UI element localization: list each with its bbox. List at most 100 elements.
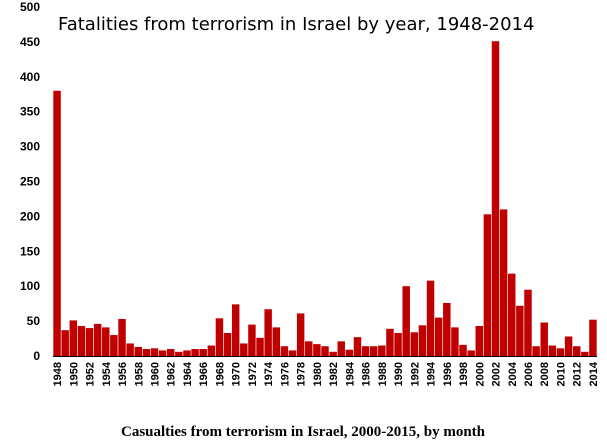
bar-1954 xyxy=(102,327,110,356)
bar-2001 xyxy=(483,214,492,356)
bar-1974 xyxy=(264,309,272,356)
x-tick-label: 1994 xyxy=(426,361,438,386)
x-tick-label: 2006 xyxy=(523,362,535,386)
bar-1952 xyxy=(85,328,94,356)
x-tick-label: 1982 xyxy=(328,362,340,386)
x-tick-label: 1956 xyxy=(117,362,129,386)
bar-2013 xyxy=(581,351,589,356)
bar-2008 xyxy=(540,322,548,356)
bar-1950 xyxy=(69,320,78,356)
bar-1994 xyxy=(426,280,435,356)
bar-1964 xyxy=(183,350,191,356)
bar-1969 xyxy=(223,332,232,356)
x-tick-label: 2014 xyxy=(588,361,600,386)
x-tick-label: 1970 xyxy=(231,362,243,386)
bar-1959 xyxy=(142,349,151,356)
bar-1979 xyxy=(305,341,313,356)
bar-1993 xyxy=(418,325,427,356)
bar-2000 xyxy=(475,325,483,356)
y-tick-label: 0 xyxy=(33,349,40,363)
bar-1949 xyxy=(61,330,69,356)
bar-2010 xyxy=(556,348,565,356)
bar-1963 xyxy=(175,351,183,356)
bar-1953 xyxy=(93,323,102,356)
chart-title: Fatalities from terrorism in Israel by y… xyxy=(58,14,535,35)
bar-1965 xyxy=(191,349,199,356)
x-tick-label: 1988 xyxy=(377,362,389,386)
x-tick-label: 2002 xyxy=(491,362,503,386)
y-tick-label: 200 xyxy=(20,209,40,223)
y-tick-label: 400 xyxy=(20,70,40,84)
bar-1985 xyxy=(353,337,362,356)
bar-1995 xyxy=(434,317,443,356)
x-tick-label: 2008 xyxy=(539,362,551,386)
bar-1971 xyxy=(240,343,248,356)
bar-1962 xyxy=(167,349,175,356)
bar-1967 xyxy=(207,345,216,356)
x-axis-tick-labels: 1948 1950 1952 1954 1956 1958 1960 1962 1964 1966… xyxy=(52,361,600,386)
bar-1968 xyxy=(215,318,224,356)
x-tick-label: 2012 xyxy=(572,362,584,386)
bar-1948 xyxy=(53,90,61,356)
x-tick-label: 1990 xyxy=(393,362,405,386)
bar-2003 xyxy=(499,209,508,356)
chart-caption: Casualties from terrorism in Israel, 200… xyxy=(121,424,486,440)
bar-1991 xyxy=(402,286,410,356)
x-tick-label: 1974 xyxy=(263,361,275,386)
bar-1958 xyxy=(134,346,142,356)
bar-1955 xyxy=(110,335,118,356)
x-tick-label: 1958 xyxy=(133,362,145,386)
x-tick-label: 1972 xyxy=(247,362,259,386)
bar-2011 xyxy=(564,336,573,356)
bar-1951 xyxy=(77,325,86,356)
bar-1956 xyxy=(118,319,126,356)
bar-2012 xyxy=(572,346,581,356)
x-tick-label: 1950 xyxy=(68,362,80,386)
y-axis-tick-labels: 0 50 100 150 200 250 300 350 400 450 500 xyxy=(20,0,40,363)
bar-1976 xyxy=(280,346,289,356)
bar-1998 xyxy=(459,344,467,356)
bar-1983 xyxy=(337,341,345,356)
x-tick-label: 1948 xyxy=(52,362,64,386)
x-tick-label: 1980 xyxy=(312,362,324,386)
bar-1986 xyxy=(361,346,370,356)
x-tick-label: 1966 xyxy=(198,362,210,386)
y-tick-label: 450 xyxy=(20,35,40,49)
y-tick-label: 150 xyxy=(20,244,40,258)
bar-2014 xyxy=(589,319,597,356)
bar-1997 xyxy=(451,327,459,356)
bar-1975 xyxy=(272,327,281,356)
bar-series xyxy=(53,41,597,356)
x-tick-label: 1976 xyxy=(279,362,291,386)
bar-1999 xyxy=(467,350,475,356)
bar-1982 xyxy=(329,351,337,356)
y-tick-label: 350 xyxy=(20,105,40,119)
bar-1987 xyxy=(369,346,378,356)
bar-2009 xyxy=(548,345,557,356)
bar-1988 xyxy=(378,345,386,356)
x-tick-label: 1952 xyxy=(85,362,97,386)
bar-1972 xyxy=(248,324,256,356)
x-tick-label: 2004 xyxy=(507,361,519,386)
x-tick-label: 1954 xyxy=(101,361,113,386)
bar-1981 xyxy=(321,346,329,356)
bar-1992 xyxy=(410,332,419,356)
x-tick-label: 1962 xyxy=(166,362,178,386)
y-tick-label: 50 xyxy=(27,314,41,328)
bar-1960 xyxy=(150,348,159,356)
bar-1973 xyxy=(256,337,264,356)
bar-1970 xyxy=(231,304,240,356)
x-tick-label: 1996 xyxy=(442,362,454,386)
x-tick-label: 1986 xyxy=(361,362,373,386)
x-tick-label: 1998 xyxy=(458,362,470,386)
y-tick-label: 500 xyxy=(20,0,40,14)
bar-2004 xyxy=(508,273,516,356)
x-tick-label: 1968 xyxy=(214,362,226,386)
x-tick-label: 2010 xyxy=(555,362,567,386)
bar-2007 xyxy=(532,346,540,356)
x-tick-label: 1992 xyxy=(409,362,421,386)
bar-2002 xyxy=(491,41,500,356)
bar-1984 xyxy=(345,349,354,356)
bar-1978 xyxy=(296,313,305,356)
